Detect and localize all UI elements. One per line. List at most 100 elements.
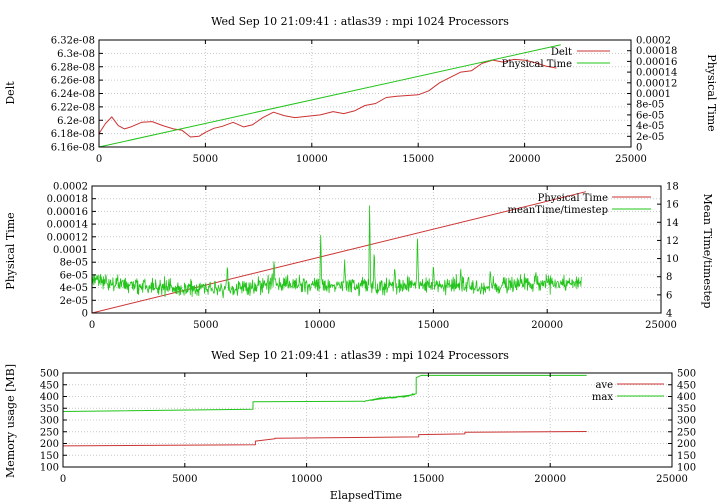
chart-2-y-tick-label: 0.0001 (53, 245, 88, 256)
chart-2-y2-tick-label: 16 (666, 200, 679, 211)
chart-2-y2-tick-label: 14 (666, 218, 679, 229)
chart-1-x-tick-label: 15000 (402, 154, 434, 165)
chart-2-y-label: Physical Time (4, 212, 17, 289)
chart-3-y-tick-label: 300 (40, 416, 59, 427)
chart-2-y-tick-label: 0.00012 (47, 232, 88, 243)
chart-1-legend-physical-time: Physical Time (502, 59, 572, 70)
chart-3-y-tick-label: 100 (40, 463, 59, 474)
chart-2-y2-tick-label: 10 (666, 254, 679, 265)
chart-3-y-tick-label: 250 (40, 427, 59, 438)
chart-2-y-tick-label: 0.00016 (47, 207, 88, 218)
chart-2-y-tick-label: 0 (82, 309, 88, 320)
chart-3-y2-tick-label: 450 (677, 380, 696, 391)
chart-3-y2-tick-label: 500 (677, 369, 696, 380)
chart-2-x-tick-label: 25000 (645, 320, 677, 331)
chart-3-x-tick-label: 10000 (291, 474, 323, 485)
chart-2-x-tick-label: 0 (89, 320, 95, 331)
chart-3-legend-ave: ave (595, 380, 613, 391)
chart-3-y2-tick-label: 150 (677, 451, 696, 462)
chart-1-y2-label: Physical Time (705, 54, 718, 131)
chart-3-y2-tick-label: 200 (677, 439, 696, 450)
chart-3-y2-tick-label: 350 (677, 404, 696, 415)
chart-1-x-tick-label: 5000 (193, 154, 218, 165)
chart-1-x-tick-label: 10000 (296, 154, 328, 165)
chart-1-y2-tick-label: 6e-05 (636, 110, 664, 121)
chart-3-y2-tick-label: 300 (677, 416, 696, 427)
chart-1-legend-delt: Delt (551, 47, 572, 58)
chart-3-y-tick-label: 450 (40, 380, 59, 391)
chart-1-series-delt (98, 58, 557, 138)
chart-2-x-tick-label: 20000 (531, 320, 563, 331)
chart-1-y2-tick-label: 0.00014 (636, 68, 677, 79)
chart-2-y-tick-label: 8e-05 (60, 258, 88, 269)
chart-2-legend-mean-time: meanTime/timestep (507, 205, 608, 216)
chart-3-y-tick-label: 200 (40, 439, 59, 450)
chart-2-series-physical-time (91, 191, 587, 314)
chart-1-series-physical-time (98, 44, 561, 148)
chart-2-y2-tick-label: 12 (666, 236, 679, 247)
chart-1-y-tick-label: 6.3e-08 (57, 49, 95, 60)
chart-2-legend-physical-time: Physical Time (538, 193, 608, 204)
chart-3-x-tick-label: 25000 (656, 474, 688, 485)
chart-1-y2-tick-label: 8e-05 (636, 100, 664, 111)
chart-1-plot-frame (98, 39, 632, 148)
chart-1-y-label: Delt (4, 81, 17, 105)
chart-2-series-meantime-timestep (91, 205, 582, 299)
chart-1-y-tick-label: 6.28e-08 (51, 62, 95, 73)
chart-1-y2-tick-label: 0 (636, 143, 642, 154)
chart-1-y-tick-label: 6.22e-08 (51, 102, 95, 113)
chart-2-y2-tick-label: 6 (666, 290, 672, 301)
chart-3-plot-frame (62, 372, 673, 468)
chart-3-x-tick-label: 20000 (534, 474, 566, 485)
chart-3-y2-tick-label: 400 (677, 392, 696, 403)
chart-3-y2-tick-label: 250 (677, 427, 696, 438)
chart-2-y2-tick-label: 8 (666, 272, 672, 283)
chart-3-title: Wed Sep 10 21:09:41 : atlas39 : mpi 1024… (211, 349, 509, 362)
chart-1-title: Wed Sep 10 21:09:41 : atlas39 : mpi 1024… (211, 15, 509, 28)
chart-1-y-tick-label: 6.18e-08 (51, 129, 95, 140)
chart-1-y-tick-label: 6.24e-08 (51, 89, 95, 100)
chart-3-legend-max: max (592, 392, 613, 403)
chart-1-y-tick-label: 6.2e-08 (57, 116, 95, 127)
chart-1-y2-tick-label: 0.00012 (636, 78, 677, 89)
chart-2-x-tick-label: 15000 (417, 320, 449, 331)
chart-2-y-tick-label: 0.00018 (47, 194, 88, 205)
chart-3-y2-tick-label: 100 (677, 463, 696, 474)
grid-layer (63, 40, 672, 467)
chart-1-y2-tick-label: 2e-05 (636, 132, 664, 143)
chart-1-x-tick-label: 0 (96, 154, 102, 165)
chart-3-y-tick-label: 400 (40, 392, 59, 403)
chart-2-y2-tick-label: 18 (666, 182, 679, 193)
chart-1-y-tick-label: 6.26e-08 (51, 76, 95, 87)
chart-3-y-tick-label: 500 (40, 369, 59, 380)
series-layer (62, 44, 587, 447)
chart-1-y2-tick-label: 0.0002 (636, 36, 671, 47)
chart-3-x-tick-label: 15000 (412, 474, 444, 485)
chart-3-y-tick-label: 150 (40, 451, 59, 462)
chart-2-x-tick-label: 5000 (193, 320, 218, 331)
axes-layer (62, 39, 673, 468)
chart-1-x-tick-label: 20000 (509, 154, 541, 165)
chart-1-y2-tick-label: 0.00018 (636, 46, 677, 57)
chart-1-y2-tick-label: 0.00016 (636, 57, 677, 68)
chart-1-x-tick-label: 25000 (615, 154, 647, 165)
chart-3-x-tick-label: 5000 (172, 474, 197, 485)
chart-3-series-max (62, 374, 587, 412)
chart-2-y-tick-label: 4e-05 (60, 283, 88, 294)
chart-2-y2-tick-label: 4 (666, 309, 672, 320)
chart-3-x-label: ElapsedTime (330, 489, 402, 502)
chart-1-y-tick-label: 6.16e-08 (51, 143, 95, 154)
chart-3-y-label: Memory usage [MB] (4, 364, 17, 478)
chart-1-y2-tick-label: 4e-05 (636, 121, 664, 132)
chart-1-y2-tick-label: 0.0001 (636, 89, 671, 100)
chart-3-x-tick-label: 0 (60, 474, 66, 485)
chart-2-y2-label: Mean Time/timestep (701, 194, 714, 309)
chart-2-y-tick-label: 0.0002 (53, 182, 88, 193)
chart-2-y-tick-label: 6e-05 (60, 270, 88, 281)
chart-3-series-ave (62, 431, 587, 447)
chart-3-y-tick-label: 350 (40, 404, 59, 415)
chart-2-y-tick-label: 0.00014 (47, 220, 88, 231)
chart-2-x-tick-label: 10000 (304, 320, 336, 331)
